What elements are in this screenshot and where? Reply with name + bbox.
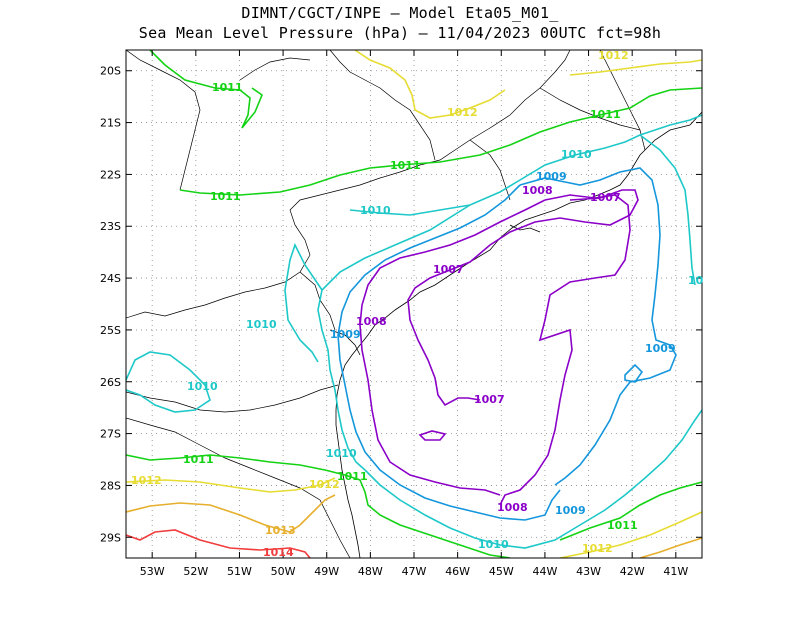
isobar-1010 — [126, 351, 211, 413]
lon-tick-label: 47W — [402, 565, 427, 578]
isobar-1009 — [337, 184, 561, 521]
isobar-1008 — [359, 199, 546, 496]
chart-title-line2: Sea Mean Level Pressure (hPa) – 11/04/20… — [138, 24, 662, 42]
isobar-1011 — [559, 481, 702, 541]
lon-tick-label: 41W — [663, 565, 688, 578]
contour-label-1009: 1009 — [536, 170, 567, 183]
isobar-1010 — [317, 204, 471, 471]
isobar-1012 — [354, 50, 506, 119]
lon-tick-label: 44W — [532, 565, 557, 578]
contour-label-1008: 1008 — [522, 184, 553, 197]
isobar-1010 — [284, 242, 323, 363]
lon-tick-label: 52W — [183, 565, 208, 578]
isobar-1014 — [126, 529, 311, 558]
lon-tick-label: 50W — [271, 565, 296, 578]
lon-tick-label: 46W — [445, 565, 470, 578]
contour-label-1011: 1011 — [607, 519, 638, 532]
contour-label-1010: 1010 — [187, 380, 218, 393]
isobar-1007 — [418, 430, 447, 441]
contour-label-1009: 1009 — [330, 328, 361, 341]
contour-label-1010: 1010 — [478, 538, 509, 551]
lat-tick-label: 29S — [100, 531, 121, 544]
contour-label-1010: 1010 — [326, 447, 357, 460]
contour-label-1008: 1008 — [497, 501, 528, 514]
isobar-1009 — [519, 167, 677, 486]
lat-tick-label: 27S — [100, 428, 121, 441]
lon-tick-label: 42W — [620, 565, 645, 578]
isobar-1011 — [179, 87, 702, 196]
lon-tick-label: 49W — [314, 565, 339, 578]
contour-label-1012: 1012 — [131, 474, 162, 487]
axis-ticks: 53W 52W 51W 50W 49W 48W 47W 46W 45W 44W 43W 42W 41W 2… — [100, 50, 702, 578]
isobar-1013 — [126, 494, 336, 533]
contour-label-1013: 1013 — [265, 524, 296, 537]
contour-label-1011: 1011 — [390, 159, 421, 172]
contour-label-1011: 1011 — [212, 81, 243, 94]
isobar-1012 — [569, 59, 702, 76]
lat-tick-label: 25S — [100, 324, 121, 337]
isobar-1008 — [499, 194, 631, 506]
isobar-1010 — [364, 409, 702, 549]
lat-tick-label: 20S — [100, 65, 121, 78]
lon-tick-label: 43W — [576, 565, 601, 578]
contour-label-1010: 1010 — [561, 148, 592, 161]
isobar-1013 — [639, 537, 702, 558]
lon-tick-label: 48W — [358, 565, 383, 578]
lon-tick-label: 45W — [489, 565, 514, 578]
isobar-1012 — [126, 477, 336, 493]
contour-label-1010: 1010 — [246, 318, 277, 331]
plot-area — [126, 50, 702, 558]
isobar-1012 — [559, 511, 702, 558]
contour-label-1010: 1010 — [360, 204, 391, 217]
lat-tick-label: 24S — [100, 272, 121, 285]
isobar-1011 — [149, 50, 263, 129]
lat-tick-label: 28S — [100, 479, 121, 492]
isobar-1010 — [349, 114, 702, 216]
contour-label-1007: 1007 — [433, 263, 464, 276]
contour-label-1011: 1011 — [210, 190, 241, 203]
contour-label-1011: 1011 — [590, 108, 621, 121]
contour-label-1011: 1011 — [183, 453, 214, 466]
isobar-1011 — [126, 454, 511, 558]
lat-tick-label: 21S — [100, 117, 121, 130]
contour-label-1012: 1012 — [582, 542, 613, 555]
contour-label-1009: 1009 — [645, 342, 676, 355]
isobar-1009 — [624, 363, 644, 383]
lon-tick-label: 53W — [140, 565, 165, 578]
contour-label-1010: 10 — [688, 274, 704, 287]
contour-label-1012: 1012 — [447, 106, 478, 119]
contour-label-1007: 1007 — [590, 191, 621, 204]
contour-label-1008: 1008 — [356, 315, 387, 328]
contour-labels: 1007 1007 1007 1008 1008 1008 1009 1009 … — [131, 49, 704, 559]
isobar-1007 — [407, 189, 639, 407]
chart-title-line1: DIMNT/CGCT/INPE – Model Eta05_M01_ — [241, 4, 559, 22]
contour-label-1012: 1012 — [309, 478, 340, 491]
contour-label-1012: 1012 — [598, 49, 629, 62]
lat-tick-label: 22S — [100, 168, 121, 181]
contour-label-1011: 1011 — [337, 470, 368, 483]
lat-tick-label: 23S — [100, 220, 121, 233]
contour-label-1007: 1007 — [474, 393, 505, 406]
isobar-1010 — [639, 134, 696, 286]
lat-tick-label: 26S — [100, 376, 121, 389]
lon-tick-label: 51W — [227, 565, 252, 578]
coastline — [329, 111, 702, 558]
contour-label-1014: 1014 — [263, 546, 294, 559]
state-borders — [126, 50, 646, 558]
contour-label-1009: 1009 — [555, 504, 586, 517]
